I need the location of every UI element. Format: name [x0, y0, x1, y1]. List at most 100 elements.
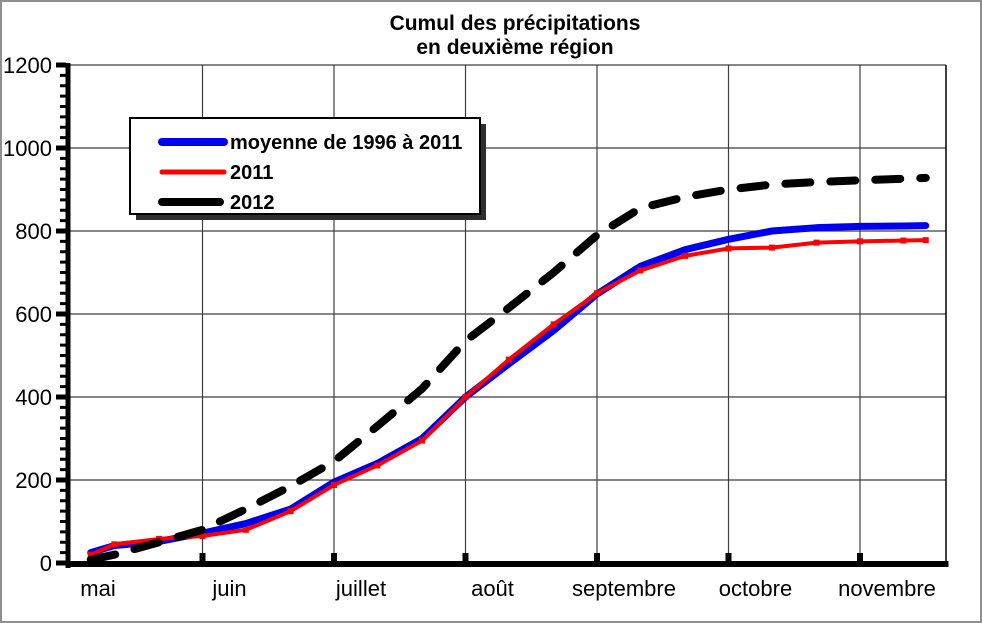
y-minor-tick — [60, 354, 66, 357]
y-minor-tick — [60, 271, 66, 274]
y-minor-tick — [60, 447, 66, 451]
y-minor-tick — [60, 291, 66, 295]
y-minor-tick — [60, 520, 66, 523]
y-minor-tick — [60, 239, 66, 243]
legend-label-moyenne: moyenne de 1996 à 2011 — [230, 132, 462, 154]
x-axis-line — [65, 561, 949, 567]
x-tick — [725, 553, 732, 561]
y-minor-tick — [60, 364, 66, 368]
y-major-tick — [56, 560, 66, 566]
y-minor-tick — [60, 385, 66, 389]
y-minor-tick — [60, 302, 66, 306]
series-marker-2011 — [287, 508, 294, 515]
series-marker-2011 — [505, 356, 512, 363]
y-minor-tick — [60, 468, 66, 472]
y-major-tick — [56, 145, 66, 151]
y-major-tick — [56, 394, 66, 400]
y-minor-tick — [60, 250, 66, 254]
y-tick-label: 1200 — [3, 53, 52, 78]
y-minor-tick — [60, 540, 66, 544]
legend-label-2012: 2012 — [230, 192, 275, 214]
series-marker-2011 — [900, 237, 907, 244]
y-minor-tick — [60, 188, 66, 191]
y-minor-tick — [60, 167, 66, 171]
y-minor-tick — [60, 136, 66, 140]
series-marker-2011 — [594, 290, 600, 297]
plot-area: 0 200 400 600 800 1000 1200 mai juin juillet août s… — [3, 53, 949, 601]
y-minor-tick — [60, 416, 66, 420]
y-minor-tick — [60, 405, 66, 409]
series-marker-2011 — [462, 394, 469, 400]
chart-subtitle: en deuxième région — [416, 36, 613, 59]
series-marker-2011 — [242, 526, 249, 533]
x-tick — [594, 553, 600, 561]
series-marker-2011 — [637, 267, 644, 274]
legend: moyenne de 1996 à 2011 2011 2012 — [129, 117, 486, 220]
series-marker-2011 — [111, 541, 118, 548]
y-minor-tick — [60, 488, 66, 492]
x-month-label: juin — [211, 576, 246, 601]
series-marker-2011 — [682, 252, 689, 259]
x-tick — [331, 553, 337, 561]
y-minor-tick — [60, 156, 66, 160]
series-marker-2011 — [725, 245, 732, 252]
y-minor-tick — [60, 333, 66, 337]
y-minor-tick — [60, 509, 66, 513]
y-minor-tick — [60, 551, 66, 555]
series-marker-2011 — [199, 533, 206, 540]
x-month-label: octobre — [719, 576, 792, 601]
series-marker-2011 — [87, 551, 94, 558]
y-minor-tick — [60, 94, 66, 98]
y-tick-label: 1000 — [3, 136, 52, 161]
series-line-2012 — [86, 173, 930, 564]
y-minor-tick — [60, 105, 66, 108]
y-tick-label: 0 — [40, 551, 52, 576]
y-major-tick — [56, 228, 66, 234]
series-marker-2011 — [331, 481, 337, 488]
y-minor-tick — [60, 125, 66, 129]
y-minor-tick — [60, 374, 66, 378]
x-tick — [199, 553, 206, 561]
series-marker-2011 — [419, 437, 426, 444]
series-marker-2011 — [550, 321, 557, 328]
y-major-tick — [56, 311, 66, 317]
legend-label-2011: 2011 — [230, 162, 273, 184]
y-minor-tick — [60, 437, 66, 440]
y-tick-label: 400 — [15, 385, 52, 410]
y-minor-tick — [60, 457, 66, 461]
y-minor-tick — [60, 281, 66, 285]
series-marker-2011 — [813, 239, 820, 246]
y-minor-tick — [60, 208, 66, 212]
x-month-label: mai — [80, 576, 115, 601]
y-minor-tick — [60, 177, 66, 181]
x-month-label: août — [471, 576, 514, 601]
y-minor-tick — [60, 530, 66, 534]
y-minor-tick — [60, 73, 66, 77]
x-month-label: septembre — [572, 576, 676, 601]
x-tick — [462, 553, 469, 561]
series-marker-2011 — [922, 237, 929, 244]
y-tick-label: 200 — [15, 468, 52, 493]
y-minor-tick — [60, 219, 66, 223]
y-minor-tick — [60, 198, 66, 202]
y-minor-tick — [60, 343, 66, 347]
x-month-label: juillet — [335, 576, 386, 601]
y-tick-label: 600 — [15, 302, 52, 327]
series-marker-2011 — [857, 238, 863, 245]
series-marker-2011 — [768, 244, 775, 251]
y-axis-line — [65, 63, 71, 568]
y-minor-tick — [60, 115, 66, 119]
y-minor-tick — [60, 260, 66, 264]
series-line-moyenne — [87, 222, 930, 557]
y-minor-tick — [60, 84, 66, 88]
y-major-tick — [56, 477, 66, 483]
series-marker-2011 — [374, 462, 381, 469]
y-tick-label: 800 — [15, 219, 52, 244]
x-month-label: novembre — [838, 576, 936, 601]
y-minor-tick — [60, 322, 66, 326]
y-minor-tick — [60, 426, 66, 430]
chart-title: Cumul des précipitations — [390, 12, 641, 35]
y-minor-tick — [60, 499, 66, 503]
